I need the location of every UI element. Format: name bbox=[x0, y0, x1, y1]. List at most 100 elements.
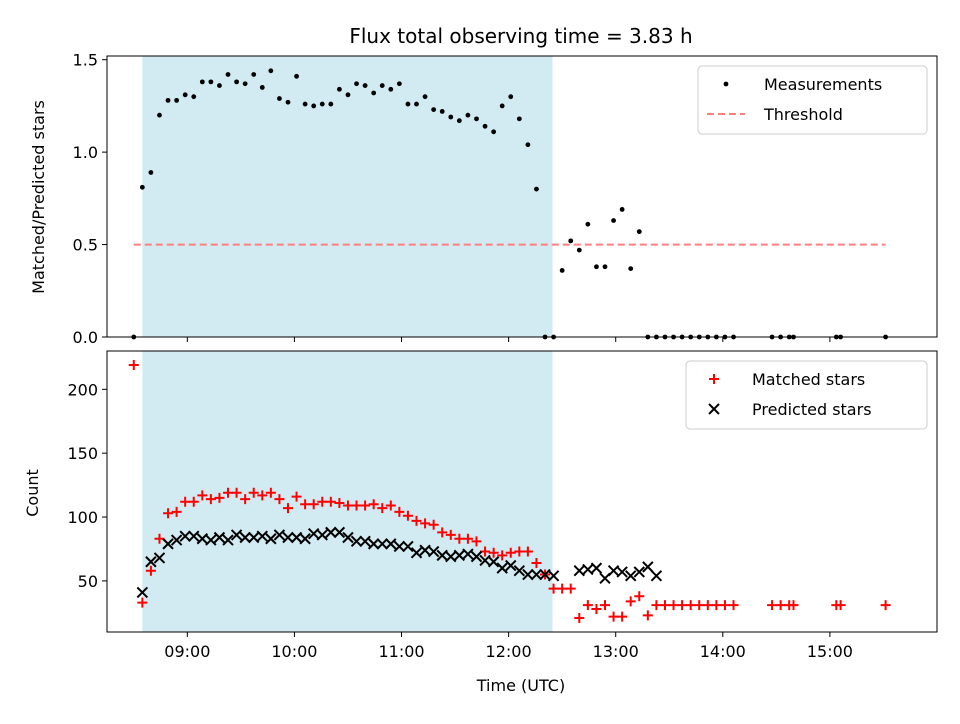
data-point bbox=[880, 600, 891, 611]
legend-handle bbox=[709, 374, 719, 384]
data-point bbox=[268, 68, 274, 74]
data-point bbox=[139, 184, 145, 190]
bottom-axes-frame bbox=[106, 350, 938, 633]
data-point bbox=[240, 494, 251, 505]
data-point bbox=[835, 600, 846, 611]
data-point bbox=[360, 500, 371, 511]
data-point bbox=[350, 535, 363, 548]
data-point bbox=[465, 112, 471, 118]
data-point bbox=[170, 534, 183, 546]
data-point bbox=[585, 221, 591, 227]
data-point bbox=[525, 142, 531, 148]
data-point bbox=[634, 591, 645, 602]
data-point bbox=[385, 500, 396, 511]
data-point bbox=[636, 229, 642, 235]
x-tick-label: 12:00 bbox=[486, 642, 532, 661]
data-point bbox=[565, 583, 576, 594]
data-point bbox=[223, 487, 234, 498]
data-point bbox=[171, 506, 182, 517]
legend-label: Measurements bbox=[764, 75, 882, 94]
x-tick-label: 09:00 bbox=[164, 642, 210, 661]
data-point bbox=[487, 556, 500, 568]
top-legend: Measurements Threshold bbox=[697, 65, 928, 135]
data-point bbox=[651, 600, 662, 611]
data-point bbox=[285, 99, 291, 105]
data-point bbox=[462, 548, 474, 560]
data-point bbox=[277, 96, 282, 101]
data-point bbox=[367, 538, 380, 550]
data-point bbox=[145, 556, 157, 568]
data-point bbox=[559, 268, 565, 273]
data-point bbox=[410, 547, 423, 559]
data-point bbox=[602, 264, 608, 270]
data-point bbox=[274, 494, 285, 505]
data-point bbox=[456, 118, 462, 124]
bottom-series-predicted-stars bbox=[136, 526, 663, 599]
data-point bbox=[591, 604, 602, 615]
data-point bbox=[668, 600, 679, 611]
data-point bbox=[199, 79, 205, 85]
y-tick-label: 200 bbox=[67, 380, 98, 399]
data-point bbox=[616, 566, 628, 578]
bottom-legend: Matched stars Predicted stars bbox=[685, 360, 928, 430]
data-point bbox=[180, 496, 191, 507]
data-point bbox=[702, 600, 713, 611]
data-point bbox=[311, 103, 317, 109]
data-point bbox=[685, 600, 696, 611]
data-point bbox=[333, 526, 346, 539]
data-point bbox=[505, 547, 516, 558]
data-point bbox=[624, 570, 637, 582]
top-observing-window bbox=[142, 56, 553, 337]
data-point bbox=[213, 531, 226, 544]
data-point bbox=[197, 490, 208, 501]
data-point bbox=[522, 546, 533, 557]
data-point bbox=[265, 533, 277, 545]
data-point bbox=[448, 114, 454, 120]
data-point bbox=[488, 547, 499, 558]
data-point bbox=[239, 531, 251, 544]
data-point bbox=[377, 503, 388, 514]
data-point bbox=[428, 519, 439, 530]
data-point bbox=[642, 561, 654, 573]
bottom-plot-area: 50 100 150 200 09:00 10:00 11:00 12:00 13:00 14:0… bbox=[67, 350, 938, 661]
data-point bbox=[608, 611, 619, 622]
data-point bbox=[325, 526, 337, 539]
data-point bbox=[422, 94, 428, 100]
x-tick-label: 11:00 bbox=[378, 642, 424, 661]
data-point bbox=[594, 264, 599, 270]
data-point bbox=[694, 600, 705, 611]
y-tick-label: 1.0 bbox=[73, 143, 98, 162]
bottom-y-axis-label: Count bbox=[23, 469, 42, 517]
data-point bbox=[265, 487, 276, 498]
data-point bbox=[514, 546, 525, 557]
data-point bbox=[379, 83, 385, 88]
data-point bbox=[222, 534, 234, 546]
data-point bbox=[230, 529, 243, 541]
data-point bbox=[531, 558, 542, 569]
data-point bbox=[642, 610, 653, 621]
data-point bbox=[677, 600, 688, 611]
x-tick-label: 10:00 bbox=[271, 642, 317, 661]
data-point bbox=[414, 101, 419, 107]
data-point bbox=[308, 499, 319, 510]
data-point bbox=[334, 497, 345, 508]
data-point bbox=[445, 529, 456, 540]
legend-box bbox=[697, 65, 928, 135]
top-y-axis-label: Matched/Predicted stars bbox=[29, 100, 48, 294]
y-tick-label: 1.5 bbox=[73, 51, 98, 70]
data-point bbox=[402, 510, 413, 521]
top-axes-frame bbox=[106, 55, 938, 338]
legend-label: Predicted stars bbox=[752, 400, 872, 419]
data-point bbox=[182, 92, 188, 98]
data-point bbox=[385, 538, 397, 550]
data-point bbox=[153, 552, 166, 564]
y-tick-label: 100 bbox=[67, 508, 98, 527]
data-point bbox=[557, 583, 568, 594]
data-point bbox=[162, 538, 174, 550]
data-point bbox=[128, 360, 139, 371]
data-point bbox=[411, 515, 422, 526]
data-point bbox=[628, 266, 634, 271]
data-point bbox=[402, 540, 414, 553]
data-point bbox=[788, 600, 799, 611]
data-point bbox=[205, 494, 216, 505]
